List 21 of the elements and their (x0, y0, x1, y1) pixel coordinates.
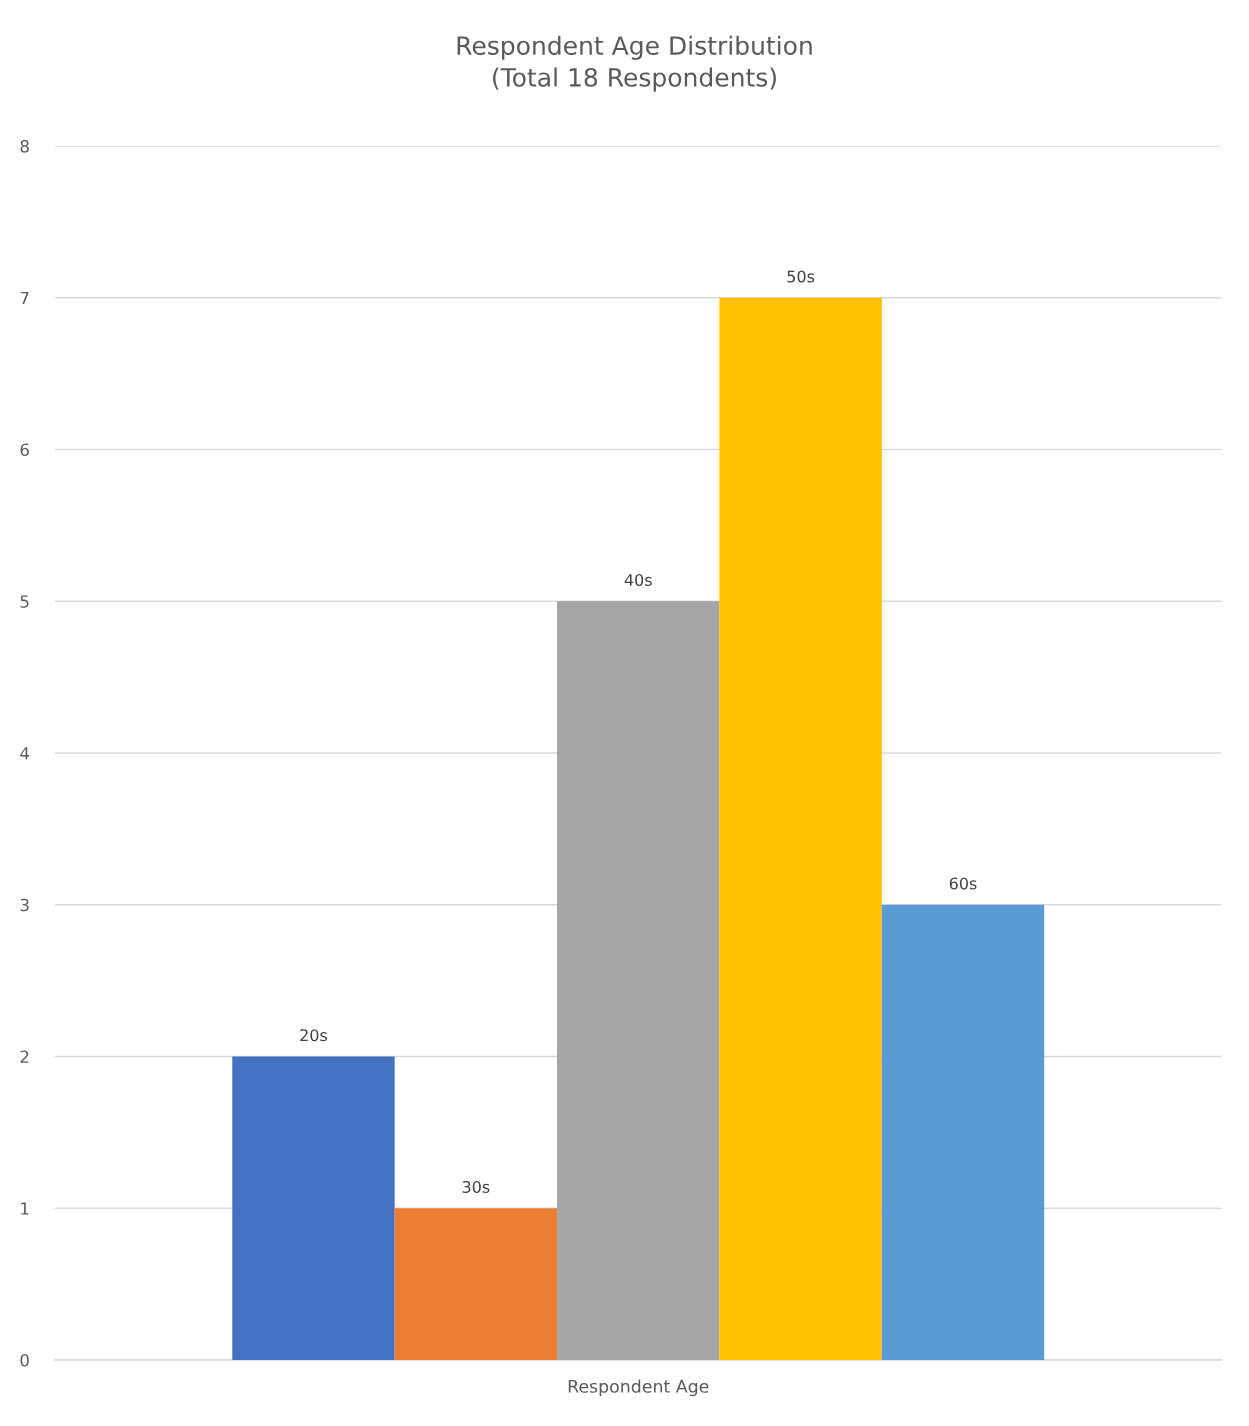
series-label: 20s (300, 1029, 328, 1042)
y-tick-label: 7 (20, 291, 29, 305)
y-tick-label: 5 (20, 595, 29, 608)
bar (557, 601, 720, 1360)
y-tick-label: 0 (20, 1353, 29, 1367)
y-tick-label: 2 (20, 1050, 29, 1063)
y-tick-label: 6 (20, 443, 29, 457)
series-label: 30s (462, 1180, 490, 1193)
y-tick-label: 4 (20, 747, 30, 760)
y-tick-label: 8 (20, 139, 29, 153)
y-tick-label: 1 (21, 1202, 29, 1215)
series-label: 40s (624, 573, 652, 587)
bar (394, 1208, 558, 1360)
y-tick-label: 3 (20, 898, 29, 912)
bar (232, 1056, 395, 1360)
series-label: 50s (787, 270, 815, 283)
bar (719, 297, 882, 1360)
x-tick-label: Respondent Age (568, 1379, 709, 1397)
chart-title: Respondent Age Distribution (Total 18 Respondents) (457, 35, 812, 92)
series-label: 60s (949, 877, 977, 890)
bar (881, 904, 1045, 1360)
